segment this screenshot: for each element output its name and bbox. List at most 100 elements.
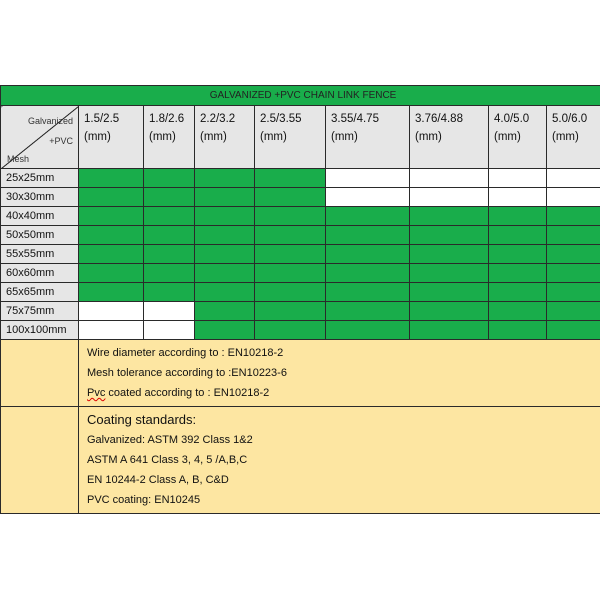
available-cell — [143, 187, 195, 207]
available-cell — [78, 282, 144, 302]
available-cell — [325, 206, 410, 226]
pvc-rest: coated according to : EN10218-2 — [105, 387, 270, 399]
available-cell — [545, 263, 600, 283]
available-cell — [143, 282, 195, 302]
note-line: Pvc coated according to : EN10218-2 — [87, 383, 600, 403]
available-cell — [325, 301, 410, 321]
available-cell — [78, 263, 144, 283]
corner-label-pvc: +PVC — [49, 136, 73, 146]
available-cell — [409, 206, 489, 226]
available-cell — [254, 282, 326, 302]
available-cell — [78, 225, 144, 245]
available-cell — [194, 244, 255, 264]
wire-size: 5.0/6.0 — [552, 113, 588, 125]
available-cell — [545, 282, 600, 302]
available-cell — [143, 225, 195, 245]
unavailable-cell — [488, 187, 547, 207]
note-line: Mesh tolerance according to :EN10223-6 — [87, 367, 287, 379]
mesh-size-label: 60x60mm — [0, 263, 79, 283]
wire-unit: (mm) — [415, 131, 442, 143]
table-row: 100x100mm — [0, 320, 600, 340]
available-cell — [409, 244, 489, 264]
unavailable-cell — [409, 187, 489, 207]
coating-line: PVC coating: EN10245 — [87, 494, 201, 506]
unavailable-cell — [143, 301, 195, 321]
table-row: 60x60mm — [0, 263, 600, 283]
available-cell — [488, 263, 547, 283]
mesh-size-label: 65x65mm — [0, 282, 79, 302]
table-row: 55x55mm — [0, 244, 600, 264]
coating-line: Galvanized: ASTM 392 Class 1&2 — [87, 434, 253, 446]
coating-notes: Coating standards: Galvanized: ASTM 392 … — [77, 406, 600, 514]
available-cell — [325, 282, 410, 302]
available-cell — [78, 244, 144, 264]
available-cell — [194, 168, 255, 188]
wire-unit: (mm) — [260, 131, 287, 143]
available-cell — [488, 320, 547, 340]
wire-unit: (mm) — [552, 131, 579, 143]
available-cell — [194, 282, 255, 302]
mesh-size-label: 25x25mm — [0, 168, 79, 188]
available-cell — [545, 301, 600, 321]
available-cell — [325, 225, 410, 245]
table-row: 65x65mm — [0, 282, 600, 302]
mesh-size-label: 100x100mm — [0, 320, 79, 340]
available-cell — [254, 263, 326, 283]
corner-label-mesh: Mesh — [7, 154, 30, 164]
table-row: 30x30mm — [0, 187, 600, 207]
pvc-word: Pvc — [87, 387, 106, 399]
available-cell — [545, 244, 600, 264]
unavailable-cell — [488, 168, 547, 188]
column-header: 4.0/5.0 (mm) — [488, 105, 547, 169]
table-row: 25x25mm — [0, 168, 600, 188]
available-cell — [254, 244, 326, 264]
unavailable-cell — [325, 168, 410, 188]
available-cell — [409, 301, 489, 321]
available-cell — [325, 244, 410, 264]
table-title: GALVANIZED +PVC CHAIN LINK FENCE — [0, 85, 600, 106]
mesh-size-label: 40x40mm — [0, 206, 79, 226]
available-cell — [194, 320, 255, 340]
chain-link-fence-spec-table: GALVANIZED +PVC CHAIN LINK FENCE Galvani… — [0, 85, 600, 514]
available-cell — [545, 206, 600, 226]
available-cell — [143, 263, 195, 283]
coating-line: EN 10244-2 Class A, B, C&D — [87, 474, 229, 486]
wire-size: 3.55/4.75 — [331, 113, 379, 125]
corner-label-galvanized: Galvanized — [27, 116, 73, 126]
table-row: 40x40mm — [0, 206, 600, 226]
wire-unit: (mm) — [200, 131, 227, 143]
wire-size: 1.8/2.6 — [149, 113, 185, 125]
unavailable-cell — [545, 187, 600, 207]
wire-unit: (mm) — [494, 131, 521, 143]
wire-unit: (mm) — [84, 131, 111, 143]
unavailable-cell — [325, 187, 410, 207]
available-cell — [143, 168, 195, 188]
available-cell — [254, 168, 326, 188]
available-cell — [194, 301, 255, 321]
wire-unit: (mm) — [149, 131, 176, 143]
available-cell — [488, 244, 547, 264]
available-cell — [143, 244, 195, 264]
unavailable-cell — [78, 320, 144, 340]
standards-notes: Wire diameter according to : EN10218-2 M… — [77, 339, 600, 407]
available-cell — [194, 225, 255, 245]
available-cell — [409, 282, 489, 302]
available-cell — [488, 206, 547, 226]
mesh-size-label: 30x30mm — [0, 187, 79, 207]
table-row: 75x75mm — [0, 301, 600, 321]
wire-size: 3.76/4.88 — [415, 113, 463, 125]
column-header: 2.5/3.55 (mm) — [254, 105, 326, 169]
notes-spacer — [0, 406, 79, 514]
mesh-size-label: 55x55mm — [0, 244, 79, 264]
available-cell — [488, 282, 547, 302]
coating-title: Coating standards: — [87, 412, 197, 427]
available-cell — [78, 168, 144, 188]
available-cell — [254, 301, 326, 321]
available-cell — [488, 225, 547, 245]
available-cell — [143, 206, 195, 226]
available-cell — [254, 320, 326, 340]
unavailable-cell — [78, 301, 144, 321]
available-cell — [78, 206, 144, 226]
available-cell — [194, 263, 255, 283]
wire-size: 2.5/3.55 — [260, 113, 302, 125]
